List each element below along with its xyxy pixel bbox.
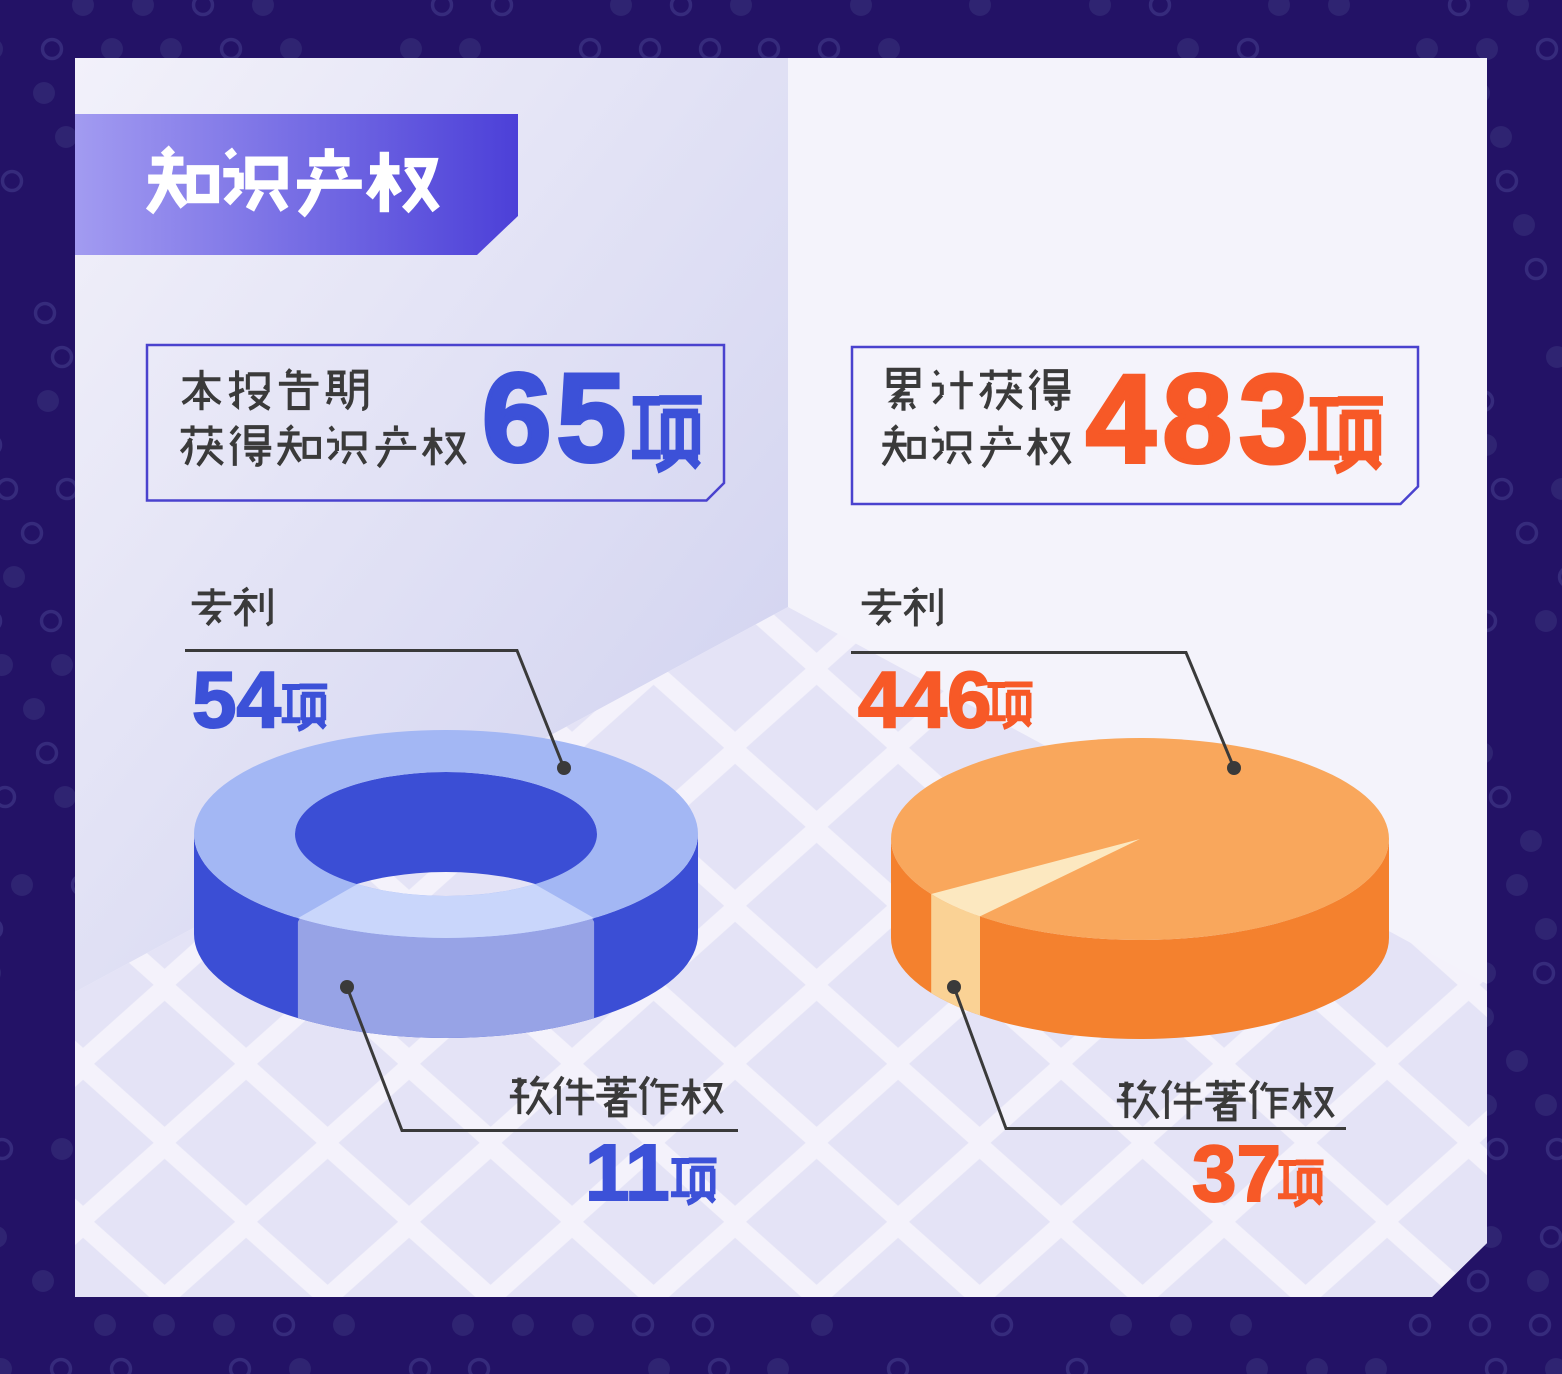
svg-text:37: 37 [1192, 1129, 1281, 1218]
svg-text:446: 446 [858, 655, 991, 744]
svg-text:65: 65 [482, 349, 631, 488]
svg-text:483: 483 [1086, 350, 1316, 489]
svg-text:11: 11 [585, 1128, 670, 1217]
svg-text:54: 54 [192, 655, 281, 744]
